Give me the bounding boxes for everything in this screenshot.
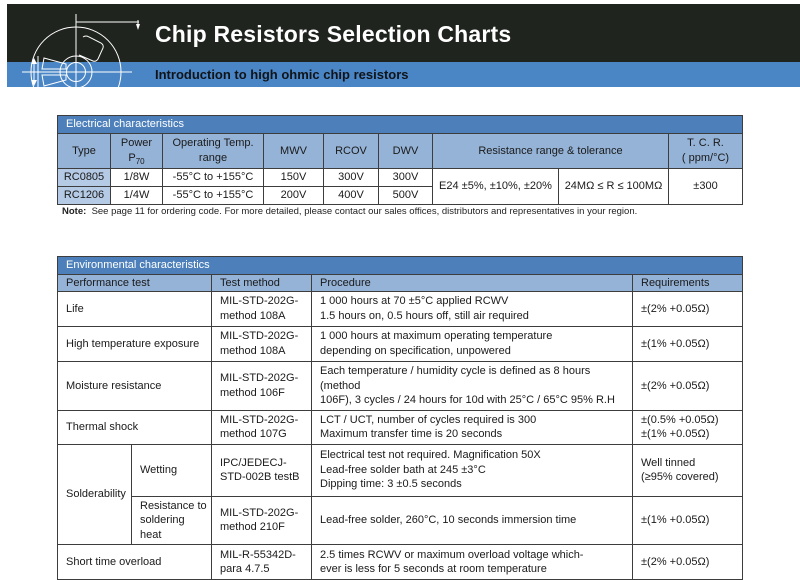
procedure-cell: Each temperature / humidity cycle is def… xyxy=(311,361,633,411)
temp-cell: -55°C to +155°C xyxy=(162,168,264,187)
table-row: High temperature exposure MIL-STD-202G- … xyxy=(57,326,743,362)
table-row: Moisture resistance MIL-STD-202G- method… xyxy=(57,361,743,411)
footnote-label: Note: xyxy=(62,206,87,217)
test-method-cell: IPC/JEDECJ- STD-002B testB xyxy=(211,443,312,497)
performance-test-cell: Resistance to soldering heat xyxy=(131,495,212,546)
rcov-cell: 400V xyxy=(323,186,379,205)
requirements-cell: ±(1% +0.05Ω) xyxy=(632,326,743,362)
tcr-value-cell: ±300 xyxy=(668,168,743,205)
col-header-procedure: Procedure xyxy=(311,274,633,292)
table-row: RC0805 1/8W -55°C to +155°C 150V 300V 30… xyxy=(57,168,743,205)
col-header-tcr: T. C. R. ( ppm/°C) xyxy=(668,133,743,169)
requirements-cell: ±(2% +0.05Ω) xyxy=(632,291,743,327)
performance-test-cell: Moisture resistance xyxy=(57,361,212,411)
mwv-cell: 200V xyxy=(263,186,324,205)
dwv-cell: 300V xyxy=(378,168,433,187)
performance-test-cell: Wetting xyxy=(131,443,212,497)
power-cell: 1/4W xyxy=(110,186,163,205)
performance-test-cell: Life xyxy=(57,291,212,327)
procedure-cell: Lead-free solder, 260°C, 10 seconds imme… xyxy=(311,495,633,546)
col-header-mwv: MWV xyxy=(263,133,324,169)
test-method-cell: MIL-STD-202G- method 107G xyxy=(211,409,312,445)
table-row: Thermal shock MIL-STD-202G- method 107G … xyxy=(57,409,743,445)
dwv-cell: 500V xyxy=(378,186,433,205)
test-method-cell: MIL-STD-202G- method 106F xyxy=(211,361,312,411)
footnote-text: See page 11 for ordering code. For more … xyxy=(91,206,638,217)
mwv-cell: 150V xyxy=(263,168,324,187)
environmental-characteristics-table: Environmental characteristics Performanc… xyxy=(57,256,743,580)
resistance-range-cell: 24MΩ ≤ R ≤ 100MΩ xyxy=(558,168,669,205)
performance-test-cell: Short time overload xyxy=(57,544,212,580)
requirements-cell: ±(0.5% +0.05Ω) ±(1% +0.05Ω) xyxy=(632,409,743,445)
col-header-type: Type xyxy=(57,133,111,169)
test-method-cell: MIL-R-55342D- para 4.7.5 xyxy=(211,544,312,580)
col-header-performance-test: Performance test xyxy=(57,274,212,292)
test-method-cell: MIL-STD-202G- method 210F xyxy=(211,495,312,546)
technical-drawing-icon xyxy=(22,14,140,87)
performance-test-cell: Thermal shock xyxy=(57,409,212,445)
page-subtitle: Introduction to high ohmic chip resistor… xyxy=(155,67,409,82)
tolerance-cell: E24 ±5%, ±10%, ±20% xyxy=(432,168,559,205)
requirements-cell: ±(1% +0.05Ω) xyxy=(632,495,743,546)
procedure-cell: Electrical test not required. Magnificat… xyxy=(311,443,633,497)
electrical-table-title: Electrical characteristics xyxy=(57,115,743,134)
footnote: Note: See page 11 for ordering code. For… xyxy=(62,206,637,217)
environmental-table-title: Environmental characteristics xyxy=(57,256,743,275)
requirements-cell: Well tinned (≥95% covered) xyxy=(632,443,743,497)
type-cell: RC0805 xyxy=(57,168,111,187)
power-cell: 1/8W xyxy=(110,168,163,187)
table-row: RC1206 1/4W -55°C to +155°C 200V 400V 50… xyxy=(57,186,743,205)
header-bar: Chip Resistors Selection Charts xyxy=(7,4,800,62)
table-row: Life MIL-STD-202G- method 108A 1 000 hou… xyxy=(57,291,743,327)
col-header-requirements: Requirements xyxy=(632,274,743,292)
test-method-cell: MIL-STD-202G- method 108A xyxy=(211,291,312,327)
test-method-cell: MIL-STD-202G- method 108A xyxy=(211,326,312,362)
col-header-operating-temp: Operating Temp. range xyxy=(162,133,264,169)
col-header-resistance-range: Resistance range & tolerance xyxy=(432,133,669,169)
performance-test-cell: High temperature exposure xyxy=(57,326,212,362)
col-header-rcov: RCOV xyxy=(323,133,379,169)
requirements-cell: ±(2% +0.05Ω) xyxy=(632,361,743,411)
procedure-cell: 1 000 hours at 70 ±5°C applied RCWV 1.5 … xyxy=(311,291,633,327)
col-header-dwv: DWV xyxy=(378,133,433,169)
solderability-group-cell: Solderability xyxy=(57,443,132,546)
electrical-characteristics-table: Electrical characteristics Type Power P70… xyxy=(57,115,743,205)
table-row: Resistance to soldering heat MIL-STD-202… xyxy=(58,495,743,546)
type-cell: RC1206 xyxy=(57,186,111,205)
table-row: Solderability Wetting IPC/JEDECJ- STD-00… xyxy=(57,443,743,546)
col-header-power: Power P70 xyxy=(110,133,163,169)
col-header-test-method: Test method xyxy=(211,274,312,292)
temp-cell: -55°C to +155°C xyxy=(162,186,264,205)
rcov-cell: 300V xyxy=(323,168,379,187)
procedure-cell: LCT / UCT, number of cycles required is … xyxy=(311,409,633,445)
procedure-cell: 1 000 hours at maximum operating tempera… xyxy=(311,326,633,362)
page-title: Chip Resistors Selection Charts xyxy=(155,21,512,47)
subtitle-bar: Introduction to high ohmic chip resistor… xyxy=(7,62,800,87)
procedure-cell: 2.5 times RCWV or maximum overload volta… xyxy=(311,544,633,580)
table-row: Short time overload MIL-R-55342D- para 4… xyxy=(57,544,743,580)
requirements-cell: ±(2% +0.05Ω) xyxy=(632,544,743,580)
